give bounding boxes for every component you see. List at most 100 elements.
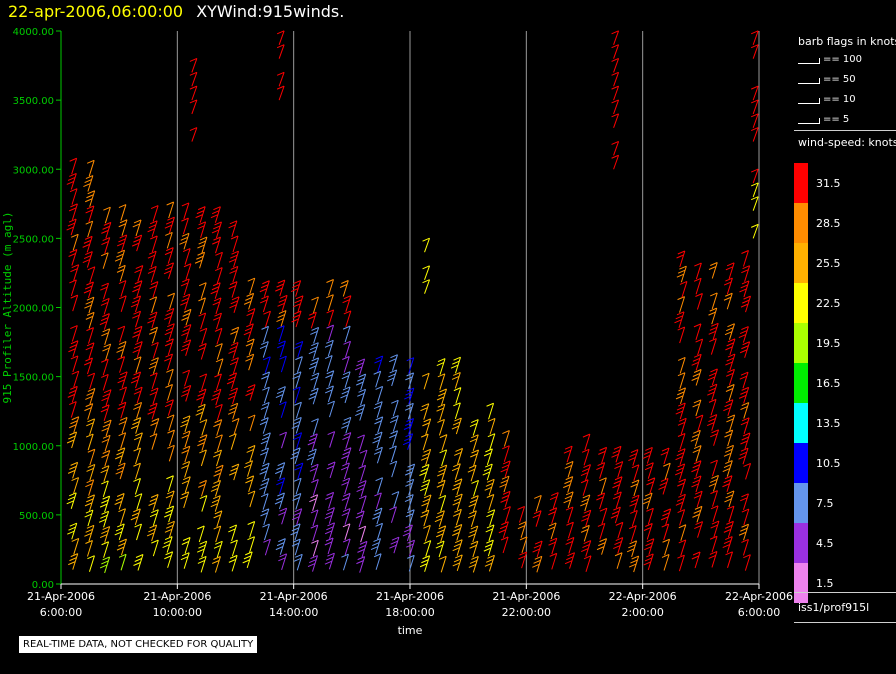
wind-barb-flag xyxy=(661,447,670,452)
wind-barb-flag xyxy=(565,540,573,545)
wind-barb xyxy=(752,168,759,184)
wind-barb-flag xyxy=(180,282,189,287)
wind-barb-flag xyxy=(642,500,650,505)
wind-barb-flag xyxy=(486,402,494,407)
wind-barb-flag xyxy=(199,343,207,347)
wind-barb-flag xyxy=(645,542,653,547)
wind-barb-flag xyxy=(583,509,591,514)
wind-barb-flag xyxy=(294,299,302,304)
wind-barb-flag xyxy=(692,479,700,484)
wind-barb-flag xyxy=(101,499,109,504)
wind-barb-flag xyxy=(119,371,128,376)
wind-barb-flag xyxy=(167,520,175,525)
flag-50: == 50 xyxy=(798,74,856,85)
wind-barb xyxy=(504,506,511,523)
wind-barb-flag xyxy=(68,389,77,394)
wind-barb-flag xyxy=(182,369,190,374)
wind-barb-flag xyxy=(487,418,496,422)
wind-barb-flag xyxy=(230,265,239,270)
wind-barb-flag xyxy=(82,259,91,264)
wind-barb-flag xyxy=(437,510,445,515)
wind-barb-flag xyxy=(327,431,335,436)
wind-barb-flag xyxy=(582,513,590,518)
wind-barb xyxy=(713,520,720,538)
colorbar-label: 19.5 xyxy=(816,337,841,350)
wind-barb-flag xyxy=(484,562,493,567)
wind-barb-flag xyxy=(243,331,252,336)
wind-barb-flag xyxy=(231,463,239,468)
wind-barb xyxy=(312,479,319,496)
wind-barb-flag xyxy=(68,348,76,353)
wind-barb xyxy=(455,509,462,526)
wind-barb-flag xyxy=(646,462,654,467)
wind-barb-flag xyxy=(290,455,298,460)
wind-barb-flag xyxy=(199,327,207,332)
wind-barb xyxy=(550,522,557,540)
wind-barb-flag xyxy=(311,357,319,362)
wind-barb-flag xyxy=(740,284,748,289)
wind-barb xyxy=(167,551,174,568)
wind-barb-flag xyxy=(199,236,208,241)
wind-barb-flag xyxy=(116,242,125,247)
wind-barb xyxy=(183,491,190,509)
wind-barb-flag xyxy=(421,403,429,408)
wind-barb-flag xyxy=(130,516,139,521)
wind-barb-flag xyxy=(213,479,221,484)
wind-barb-flag xyxy=(742,265,750,270)
wind-barb-flag xyxy=(390,540,398,545)
wind-barb-flag xyxy=(677,421,686,426)
wind-barb-flag xyxy=(292,447,301,452)
wind-barb xyxy=(201,373,208,391)
wind-barb-flag xyxy=(151,341,159,346)
wind-barb xyxy=(424,265,431,281)
wind-barb-flag xyxy=(151,539,159,544)
wind-barb-flag xyxy=(453,497,462,502)
wind-barb xyxy=(327,385,334,403)
wind-barb-flag xyxy=(693,323,702,328)
x-axis-label: time xyxy=(398,624,423,637)
wind-barb-flag xyxy=(67,496,76,501)
wind-barb xyxy=(281,432,287,449)
wind-barb-flag xyxy=(165,266,173,271)
wind-barb-flag xyxy=(437,403,445,408)
wind-barb xyxy=(752,30,759,45)
wind-barb-flag xyxy=(723,296,732,301)
wind-barb-flag xyxy=(259,470,267,475)
wind-barb-flag xyxy=(214,327,223,332)
wind-barb-flag xyxy=(132,375,140,380)
wind-barb-flag xyxy=(611,85,619,90)
wind-barb xyxy=(216,449,222,467)
wind-barb-flag xyxy=(644,546,652,551)
wind-barb-flag xyxy=(69,492,77,497)
wind-barb-flag xyxy=(358,544,366,549)
wind-barb xyxy=(168,445,175,462)
x-tick-label-time: 22:00:00 xyxy=(502,606,551,619)
wind-barb-flag xyxy=(134,558,142,562)
wind-barb-flag xyxy=(357,434,365,439)
wind-barb-flag xyxy=(117,462,126,467)
wind-barb xyxy=(423,373,430,390)
wind-barb-flag xyxy=(295,340,303,345)
wind-barb xyxy=(280,356,287,373)
wind-barb xyxy=(191,72,198,87)
wind-barb-flag xyxy=(85,220,93,225)
wind-barb-flag xyxy=(261,417,269,422)
wind-barb-flag xyxy=(151,357,159,362)
wind-barb-flag xyxy=(132,299,140,304)
wind-barb-flag xyxy=(404,395,412,400)
wind-barb-flag xyxy=(549,507,557,512)
wind-barb-flag xyxy=(389,460,397,465)
wind-barb-flag xyxy=(294,432,302,437)
wind-barb xyxy=(200,480,207,497)
wind-barb-flag xyxy=(86,327,94,332)
wind-barb xyxy=(263,326,270,343)
wind-barb-flag xyxy=(486,539,494,544)
wind-barb-flag xyxy=(130,379,139,384)
wind-barb-flag xyxy=(677,250,686,255)
wind-barb-flag xyxy=(341,455,349,460)
wind-barb xyxy=(151,433,158,450)
wind-barb-flag xyxy=(501,464,510,469)
wind-barb-flag xyxy=(726,384,735,388)
wind-barb-flag xyxy=(419,563,428,568)
wind-barb xyxy=(728,384,735,401)
